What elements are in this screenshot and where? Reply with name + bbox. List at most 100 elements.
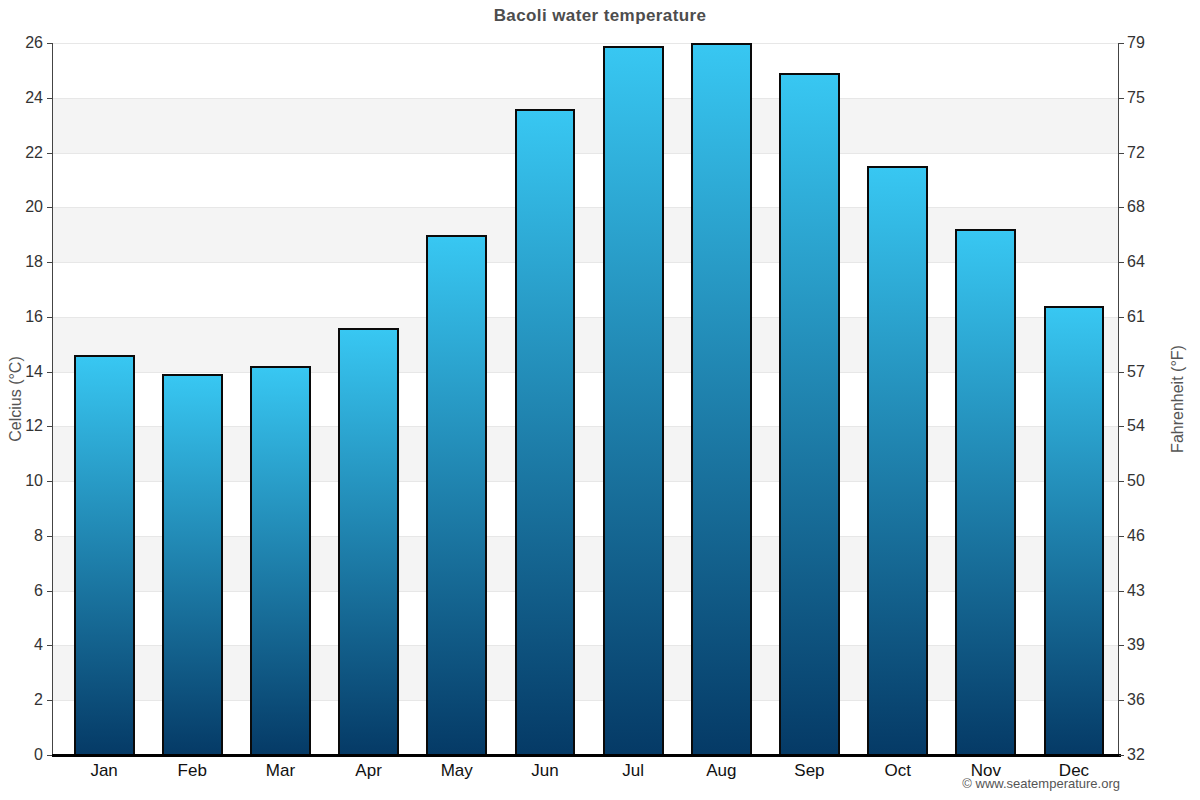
fahrenheit-tick-labels: 7975726864615754504643393632 [1119,43,1200,755]
celsius-tickmark-4 [47,645,52,646]
celsius-tick-16: 16 [25,308,43,326]
celsius-tickmark-14 [47,372,52,373]
celsius-tick-6: 6 [34,582,43,600]
fahrenheit-tick-68: 68 [1127,198,1145,216]
celsius-tickmark-16 [47,317,52,318]
bar-may [426,235,487,755]
fahrenheit-tickmark-32 [1119,755,1124,756]
bar-slot-aug [677,43,765,755]
fahrenheit-tickmark-50 [1119,481,1124,482]
celsius-tickmark-10 [47,481,52,482]
celsius-tickmark-12 [47,426,52,427]
celsius-tick-18: 18 [25,253,43,271]
fahrenheit-tick-54: 54 [1127,417,1145,435]
fahrenheit-tickmark-36 [1119,700,1124,701]
celsius-tick-2: 2 [34,691,43,709]
celsius-tickmark-8 [47,536,52,537]
celsius-tick-labels: 26242220181614121086420 [0,43,52,755]
bar-slot-nov [942,43,1030,755]
plot-area [52,43,1118,755]
celsius-tickmark-6 [47,591,52,592]
month-label-jan: Jan [60,761,148,781]
fahrenheit-tick-50: 50 [1127,472,1145,490]
celsius-tick-8: 8 [34,527,43,545]
fahrenheit-tickmark-46 [1119,536,1124,537]
fahrenheit-tick-61: 61 [1127,308,1145,326]
bar-oct [867,166,928,755]
bar-slot-may [413,43,501,755]
bar-aug [691,43,752,755]
celsius-tickmark-0 [47,755,52,756]
celsius-tick-12: 12 [25,417,43,435]
x-axis-baseline [52,754,1121,757]
fahrenheit-tick-75: 75 [1127,89,1145,107]
fahrenheit-tick-64: 64 [1127,253,1145,271]
left-axis-line [52,43,53,755]
bar-apr [338,328,399,755]
bar-slot-jun [501,43,589,755]
bar-slot-jul [589,43,677,755]
bar-slot-feb [148,43,236,755]
bar-mar [250,366,311,755]
fahrenheit-tick-72: 72 [1127,144,1145,162]
month-label-aug: Aug [677,761,765,781]
celsius-tick-20: 20 [25,198,43,216]
celsius-tick-22: 22 [25,144,43,162]
celsius-tickmark-24 [47,98,52,99]
fahrenheit-tickmark-68 [1119,207,1124,208]
fahrenheit-tick-43: 43 [1127,582,1145,600]
fahrenheit-tickmark-61 [1119,317,1124,318]
month-label-jun: Jun [501,761,589,781]
fahrenheit-tickmark-72 [1119,153,1124,154]
bar-slot-sep [765,43,853,755]
fahrenheit-tick-46: 46 [1127,527,1145,545]
month-label-oct: Oct [854,761,942,781]
bar-jul [603,46,664,755]
copyright-text: © www.seatemperature.org [962,776,1120,791]
chart-title: Bacoli water temperature [0,6,1200,26]
bar-slot-dec [1030,43,1118,755]
fahrenheit-tickmark-75 [1119,98,1124,99]
month-label-jul: Jul [589,761,677,781]
fahrenheit-tick-39: 39 [1127,636,1145,654]
fahrenheit-tick-79: 79 [1127,34,1145,52]
celsius-tickmark-22 [47,153,52,154]
celsius-tick-14: 14 [25,363,43,381]
fahrenheit-tickmark-54 [1119,426,1124,427]
fahrenheit-tick-57: 57 [1127,363,1145,381]
month-axis-labels: JanFebMarAprMayJunJulAugSepOctNovDec [52,761,1118,781]
celsius-tickmark-2 [47,700,52,701]
bar-jun [515,109,576,755]
celsius-tickmark-18 [47,262,52,263]
month-label-mar: Mar [236,761,324,781]
bar-feb [162,374,223,755]
bar-nov [955,229,1016,755]
bar-slot-jan [60,43,148,755]
month-label-apr: Apr [325,761,413,781]
water-temperature-chart: Bacoli water temperature Celcius (°C) Fa… [0,0,1200,800]
celsius-tickmark-20 [47,207,52,208]
bar-sep [779,73,840,755]
celsius-tick-4: 4 [34,636,43,654]
celsius-tick-24: 24 [25,89,43,107]
bar-jan [74,355,135,755]
celsius-tick-0: 0 [34,746,43,764]
month-label-may: May [413,761,501,781]
bar-slot-apr [325,43,413,755]
fahrenheit-tick-36: 36 [1127,691,1145,709]
bar-slot-oct [854,43,942,755]
celsius-tickmark-26 [47,43,52,44]
month-label-feb: Feb [148,761,236,781]
fahrenheit-tickmark-64 [1119,262,1124,263]
bars-layer [52,43,1118,755]
fahrenheit-tickmark-79 [1119,43,1124,44]
fahrenheit-tickmark-39 [1119,645,1124,646]
fahrenheit-tickmark-43 [1119,591,1124,592]
fahrenheit-tickmark-57 [1119,372,1124,373]
celsius-tick-26: 26 [25,34,43,52]
bar-slot-mar [236,43,324,755]
celsius-tick-10: 10 [25,472,43,490]
fahrenheit-tick-32: 32 [1127,746,1145,764]
bar-dec [1044,306,1105,755]
month-label-sep: Sep [765,761,853,781]
